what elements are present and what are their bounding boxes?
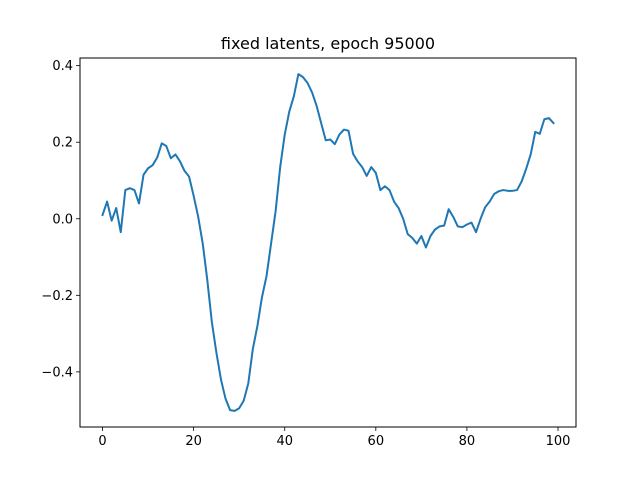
y-tick-label: −0.4 [41,365,73,380]
y-tick-label: 0.0 [52,212,73,227]
y-axis: −0.4 −0.2 0.0 0.2 0.4 [41,59,80,380]
x-tick-label: 0 [98,434,106,449]
x-axis: 0 20 40 60 80 100 [98,427,570,449]
y-tick-label: 0.4 [52,59,73,74]
series-line-0 [101,73,555,412]
y-tick-label: 0.2 [52,136,73,151]
x-tick-label: 60 [368,434,385,449]
x-tick-label: 40 [276,434,293,449]
chart-title: fixed latents, epoch 95000 [221,34,435,53]
y-tick-label: −0.2 [41,289,73,304]
x-tick-label: 80 [459,434,476,449]
axes-frame [79,57,577,428]
plot-area [101,73,555,412]
x-tick-label: 20 [185,434,202,449]
x-tick-label: 100 [546,434,571,449]
